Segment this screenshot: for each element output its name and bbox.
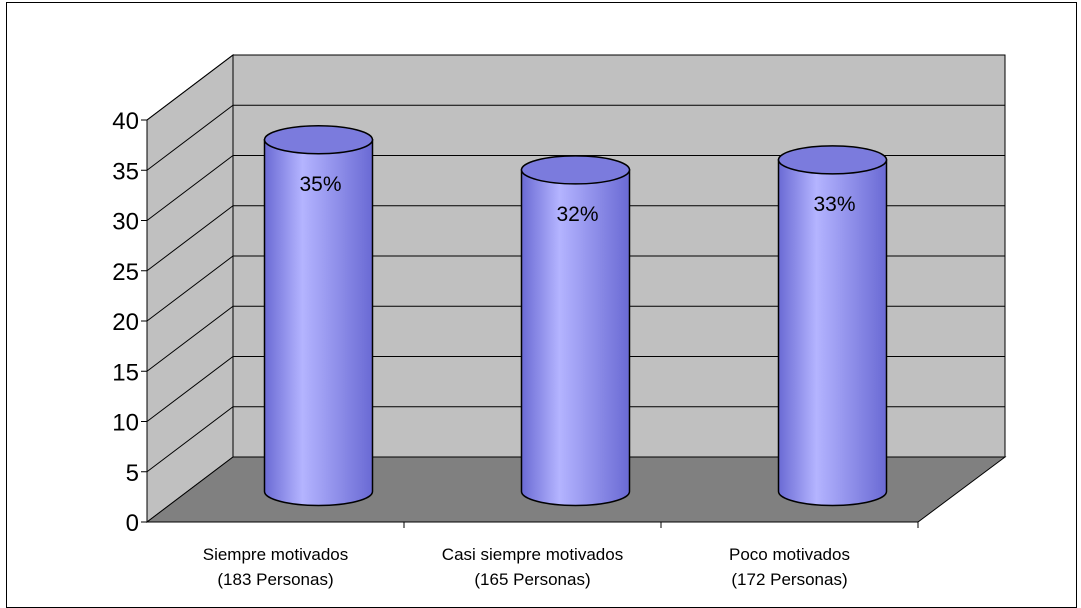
category-label: Siempre motivados xyxy=(203,545,349,564)
y-tick-label: 10 xyxy=(112,410,139,437)
bar-body xyxy=(777,159,888,507)
y-tick-label: 25 xyxy=(112,259,139,286)
gridline xyxy=(146,155,1005,221)
y-tick-label: 20 xyxy=(112,309,139,336)
gridline xyxy=(146,356,1005,422)
y-tick-label: 40 xyxy=(112,108,139,135)
bar xyxy=(777,145,888,507)
category-label: (165 Personas) xyxy=(474,570,590,589)
data-label: 33% xyxy=(813,193,855,216)
category-label: Poco motivados xyxy=(729,545,850,564)
bar-top xyxy=(777,145,888,175)
y-tick-label: 0 xyxy=(126,510,139,537)
category-label: (183 Personas) xyxy=(217,570,333,589)
data-label: 32% xyxy=(556,203,598,226)
bar xyxy=(520,155,631,507)
gridline xyxy=(146,305,1005,372)
y-tick-label: 35 xyxy=(112,158,139,185)
bar-body xyxy=(263,139,374,507)
gridline xyxy=(146,54,1005,121)
bar-body xyxy=(520,169,631,507)
chart-gridlines xyxy=(146,54,1005,473)
bar-top xyxy=(520,155,631,185)
gridline xyxy=(146,205,1005,272)
data-label: 35% xyxy=(299,173,341,196)
chart-labels: 35% Siempre motivados (183 Personas) 32% Cas… xyxy=(203,173,856,589)
bar-top xyxy=(263,125,374,155)
chart-bars xyxy=(263,125,888,507)
category-label: (172 Personas) xyxy=(731,570,847,589)
gridline xyxy=(146,406,1005,473)
category-label: Casi siempre motivados xyxy=(442,545,623,564)
y-tick-label: 15 xyxy=(112,359,139,386)
y-tick-label: 30 xyxy=(112,209,139,236)
y-tick-label: 5 xyxy=(126,460,139,487)
bar xyxy=(263,125,374,507)
gridline xyxy=(146,104,1005,171)
chart-axes: 0 5 10 15 20 25 30 35 40 xyxy=(112,108,919,537)
gridline xyxy=(146,255,1005,322)
